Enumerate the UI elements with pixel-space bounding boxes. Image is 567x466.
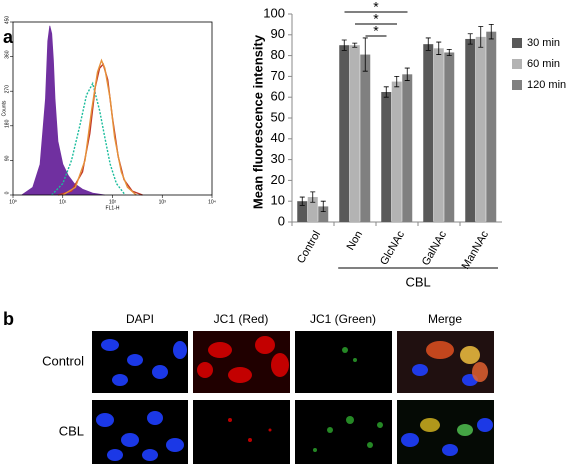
merge-control [397,331,494,393]
y-tick-label: 70 [271,68,285,83]
y-tick-label: 80 [271,47,285,62]
error-bar [467,33,473,45]
y-tick-label: 360 [4,50,10,59]
row-label: CBL [59,423,84,438]
y-tick-label: 60 [271,89,285,104]
column-header: Merge [428,312,462,326]
y-axis-label: Counts [1,100,7,116]
error-bar [352,42,358,48]
bar [381,92,392,222]
bar [402,74,413,222]
error-bar [341,39,347,51]
x-tick-label: Control [295,229,323,266]
group-label: CBL [405,274,430,289]
significance-star: * [373,23,379,39]
bar [486,31,497,223]
panel-label: a [3,27,14,47]
error-bar [310,191,316,203]
x-tick-label: 10¹ [59,199,67,205]
x-tick-label: 10⁴ [208,199,216,205]
histogram-area [21,25,105,196]
error-bar [383,86,389,98]
bar [307,197,318,222]
red-cbl [193,400,290,464]
bar [339,45,350,223]
x-tick-label: Non [345,229,365,252]
legend-swatch [512,59,522,69]
error-bar [478,26,484,48]
bar [297,201,308,222]
bar [465,38,476,223]
legend-swatch [512,38,522,48]
x-tick-label: ManNAc [460,229,492,272]
histogram-line [51,81,126,196]
panel-label: b [3,309,14,329]
y-axis-label: Mean fluorescence intensity [250,34,265,209]
x-tick-label: 10⁰ [9,199,17,205]
row-label: Control [42,353,84,368]
bar [360,54,371,223]
column-header: JC1 (Green) [310,312,376,326]
bar [433,48,444,222]
error-bar [436,41,442,55]
error-bar [394,76,400,88]
y-tick-label: 20 [271,172,285,187]
y-tick-label: 450 [4,16,10,25]
bar [475,36,486,222]
error-bar [425,37,431,51]
legend-label: 60 min [527,58,560,70]
x-axis-label: FL1-H [106,205,120,211]
bar [423,44,434,222]
x-tick-label: 10³ [159,199,167,205]
y-tick-label: 0 [278,213,285,228]
y-tick-label: 10 [271,193,285,208]
y-tick-label: 30 [271,151,285,166]
significance-star: * [373,11,379,27]
bar [349,45,360,223]
legend-label: 30 min [527,37,560,49]
column-header: JC1 (Red) [214,312,269,326]
bar [444,52,455,223]
x-tick-label: GalNAc [420,229,450,268]
microscopy [92,331,494,464]
x-tick-label: GlcNAc [378,229,407,268]
error-bar [362,37,368,72]
bar [318,206,329,222]
dapi-cbl [92,400,188,464]
y-tick-label: 100 [263,5,285,20]
significance-star: * [373,0,379,15]
error-bar [404,67,410,81]
y-tick-label: 0 [4,191,10,194]
histogram-line [62,58,137,196]
error-bar [488,24,494,40]
column-header: DAPI [126,312,154,326]
green-control [295,331,392,393]
error-bar [320,200,326,212]
bar [391,81,402,222]
y-tick-label: 180 [4,119,10,128]
legend-swatch [512,80,522,90]
error-bar [446,48,452,56]
y-tick-label: 50 [271,109,285,124]
y-tick-label: 90 [271,26,285,41]
error-bar [299,196,305,206]
y-tick-label: 90 [4,155,10,161]
y-tick-label: 270 [4,85,10,94]
y-tick-label: 40 [271,130,285,145]
histogram-line [57,62,143,196]
legend-label: 120 min [527,79,566,91]
x-tick-label: 10² [109,199,117,205]
green-cbl [295,400,392,464]
